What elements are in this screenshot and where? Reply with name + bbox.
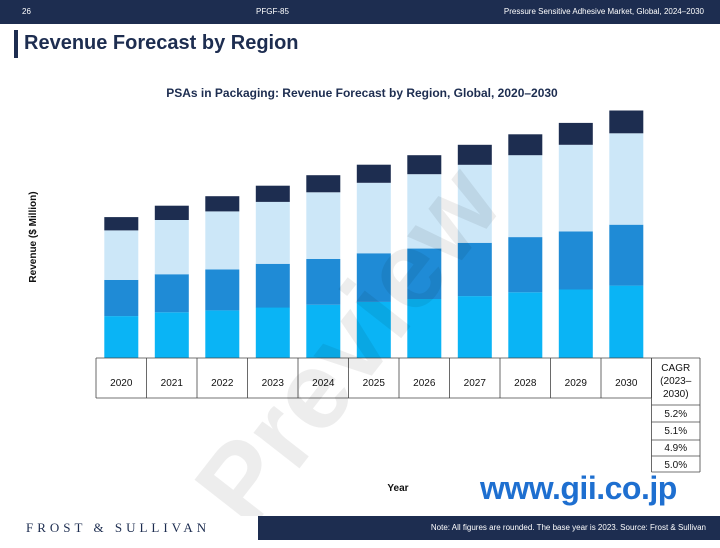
- bar-2021-series-3: [154, 220, 189, 275]
- bar-2022-series-1: [205, 310, 240, 358]
- bar-2024-series-2: [306, 259, 341, 305]
- bar-2030-series-3: [609, 133, 644, 225]
- bar-2029-series-2: [558, 231, 593, 290]
- table-grid: [95, 357, 701, 473]
- chart-title: PSAs in Packaging: Revenue Forecast by R…: [166, 86, 558, 100]
- bar-2030-series-1: [609, 285, 644, 358]
- bar-2025-series-3: [356, 182, 391, 254]
- x-axis-label: Year: [387, 483, 408, 494]
- document-title: Pressure Sensitive Adhesive Market, Glob…: [503, 7, 704, 16]
- bar-2021-series-1: [154, 312, 189, 358]
- x-tick-label-2022: 2022: [211, 378, 234, 389]
- bar-2030-series-4: [609, 110, 644, 134]
- labels-group: 2020 2021 2022 2023 2024 2025 2026 2027 2028 2029…: [110, 363, 692, 471]
- bar-2023-series-2: [255, 263, 290, 308]
- cagr-header-line-1: CAGR: [661, 363, 690, 374]
- cagr-value-1: 5.2%: [664, 409, 687, 420]
- x-tick-label-2027: 2027: [464, 378, 487, 389]
- bar-2022-series-4: [205, 196, 240, 212]
- x-tick-label-2030: 2030: [615, 378, 638, 389]
- bar-2020-series-1: [104, 316, 139, 358]
- bar-2028-series-1: [508, 292, 543, 358]
- stacked-bar-chart: PSAs in Packaging: Revenue Forecast by R…: [28, 86, 701, 494]
- y-axis-label: Revenue ($ Million): [28, 191, 39, 282]
- bar-2022-series-2: [205, 269, 240, 311]
- bar-2025-series-2: [356, 253, 391, 302]
- x-tick-label-2020: 2020: [110, 378, 133, 389]
- bar-2027-series-1: [457, 296, 492, 358]
- bar-2021-series-4: [154, 205, 189, 220]
- bar-2025-series-1: [356, 301, 391, 358]
- bar-2025-series-4: [356, 164, 391, 183]
- bar-2029-series-1: [558, 289, 593, 358]
- bar-2024-series-3: [306, 192, 341, 259]
- bar-2026-series-4: [407, 155, 442, 175]
- document-code: PFGF-85: [256, 7, 289, 16]
- cagr-header-line-2: (2023–: [660, 376, 692, 387]
- x-tick-label-2024: 2024: [312, 378, 335, 389]
- bar-2029-series-3: [558, 144, 593, 232]
- logo-box: [0, 516, 258, 540]
- cagr-value-2: 5.1%: [664, 426, 687, 437]
- bar-2028-series-4: [508, 134, 543, 156]
- bar-2030-series-2: [609, 224, 644, 286]
- bar-2020-series-3: [104, 230, 139, 280]
- header-bar: 26 PFGF-85 Pressure Sensitive Adhesive M…: [0, 0, 720, 24]
- x-tick-label-2025: 2025: [363, 378, 386, 389]
- bar-2027-series-3: [457, 164, 492, 243]
- bar-2023-series-1: [255, 307, 290, 358]
- x-tick-label-2021: 2021: [161, 378, 184, 389]
- bar-2026-series-3: [407, 174, 442, 249]
- cagr-value-4: 5.0%: [664, 460, 687, 471]
- cagr-header-line-3: 2030): [663, 389, 689, 400]
- x-tick-label-2026: 2026: [413, 378, 436, 389]
- bar-2023-series-3: [255, 201, 290, 264]
- x-tick-label-2029: 2029: [565, 378, 588, 389]
- bar-2024-series-4: [306, 175, 341, 193]
- bar-2020-series-2: [104, 279, 139, 317]
- bar-2021-series-2: [154, 274, 189, 313]
- bars-group: [104, 110, 644, 358]
- x-tick-label-2023: 2023: [262, 378, 285, 389]
- site-watermark: www.gii.co.jp: [480, 470, 677, 506]
- bar-2026-series-2: [407, 248, 442, 299]
- page-title: Revenue Forecast by Region: [24, 32, 299, 54]
- bar-2028-series-2: [508, 237, 543, 293]
- page-number: 26: [22, 7, 31, 16]
- title-accent-bar: [14, 30, 18, 58]
- company-logo: FROST & SULLIVAN: [26, 520, 211, 535]
- bar-2026-series-1: [407, 299, 442, 358]
- bar-2029-series-4: [558, 122, 593, 145]
- bar-2027-series-2: [457, 242, 492, 297]
- cagr-value-3: 4.9%: [664, 443, 687, 454]
- x-tick-label-2028: 2028: [514, 378, 537, 389]
- bar-2020-series-4: [104, 217, 139, 231]
- bar-2028-series-3: [508, 155, 543, 238]
- footer-note: Note: All figures are rounded. The base …: [430, 523, 706, 532]
- bar-2027-series-4: [457, 144, 492, 165]
- bar-2023-series-4: [255, 185, 290, 202]
- bar-2024-series-1: [306, 304, 341, 358]
- bar-2022-series-3: [205, 211, 240, 270]
